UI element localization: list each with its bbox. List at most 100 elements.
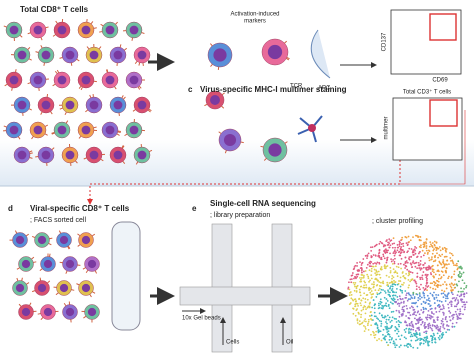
tsne-point	[364, 327, 367, 330]
tsne-point	[415, 285, 418, 288]
nucleus	[9, 25, 19, 35]
tsne-point	[447, 292, 450, 295]
tsne-point	[389, 335, 391, 338]
tsne-point	[422, 310, 425, 313]
tsne-point	[425, 279, 428, 282]
tsne-point	[429, 241, 432, 244]
tsne-point	[415, 336, 418, 339]
tsne-point	[385, 302, 387, 305]
tsne-point	[380, 320, 383, 323]
tsne-point	[370, 311, 372, 313]
receptor	[51, 132, 55, 135]
nucleus	[17, 100, 27, 110]
tsne-point	[403, 300, 405, 303]
tsne-point	[394, 346, 397, 349]
receptor	[98, 46, 102, 50]
tsne-point	[376, 317, 378, 320]
tsne-point	[383, 257, 386, 260]
tsne-point	[456, 284, 459, 287]
tsne-point	[436, 299, 439, 302]
tsne-point	[362, 297, 365, 300]
tsne-point	[378, 319, 381, 322]
receptor	[4, 83, 8, 87]
tsne-point	[419, 298, 421, 300]
receptor	[93, 126, 97, 129]
tsne-point	[434, 273, 437, 276]
tsne-point	[387, 241, 389, 244]
tsne-point	[429, 292, 432, 295]
tsne-point	[450, 276, 453, 279]
tsne-point	[384, 251, 387, 254]
tsne-point	[440, 300, 443, 303]
tsne-point	[418, 326, 420, 329]
receptor	[17, 136, 21, 140]
tsne-point	[420, 338, 423, 341]
tsne-point	[460, 293, 463, 296]
nucleus	[113, 50, 123, 60]
receptor	[31, 256, 35, 260]
tsne-point	[369, 246, 372, 249]
receptor	[149, 149, 153, 153]
tsne-point	[420, 296, 423, 299]
receptor	[78, 135, 82, 139]
tsne-point	[398, 243, 401, 246]
tsne-point	[395, 251, 397, 254]
tsne-point	[438, 254, 441, 256]
tsne-point	[410, 339, 413, 342]
tsne-point	[425, 332, 428, 335]
tsne-point	[441, 266, 444, 269]
tsne-point	[433, 334, 436, 337]
tsne-point	[392, 294, 395, 297]
tsne-point	[405, 304, 408, 307]
tsne-point	[360, 264, 363, 266]
tsne-point	[380, 256, 383, 259]
tsne-point	[420, 267, 422, 270]
receptor	[94, 270, 98, 274]
receptor	[85, 109, 89, 113]
nucleus	[81, 125, 91, 135]
tsne-point	[361, 274, 364, 276]
tsne-point	[394, 344, 396, 346]
tsne-point	[383, 316, 386, 319]
receptor	[3, 25, 7, 28]
receptor	[14, 230, 18, 234]
tsne-point	[405, 296, 408, 299]
tsne-point	[442, 305, 445, 308]
tsne-point	[401, 236, 404, 239]
tsne-point	[391, 337, 393, 339]
tsne-point	[355, 285, 358, 288]
tsne-point	[442, 274, 445, 277]
tsne-point	[434, 338, 437, 341]
tsne-point	[402, 283, 404, 286]
axis-label: CD69	[432, 78, 448, 84]
tsne-point	[427, 343, 429, 345]
receptor	[58, 230, 62, 234]
tsne-point	[426, 294, 429, 297]
tsne-point	[419, 278, 422, 281]
tsne-point	[442, 307, 445, 310]
tsne-point	[424, 262, 426, 265]
tsne-point	[414, 249, 416, 252]
tsne-point	[401, 272, 404, 274]
tsne-point	[449, 252, 451, 254]
nucleus	[65, 307, 75, 317]
tsne-point	[353, 298, 356, 301]
tsne-point	[418, 294, 421, 296]
tsne-point	[380, 339, 383, 342]
tsne-point	[358, 298, 360, 301]
tsne-point	[380, 322, 383, 325]
tsne-point	[434, 254, 437, 257]
tsne-point	[366, 273, 369, 276]
tsne-point	[398, 325, 401, 328]
receptor	[240, 141, 244, 144]
receptor	[89, 294, 92, 298]
tsne-point	[428, 340, 431, 343]
tsne-point	[378, 287, 381, 290]
tsne-point	[439, 262, 442, 265]
receptor	[135, 161, 139, 165]
tsne-point	[359, 302, 362, 305]
tsne-point	[416, 272, 419, 275]
nucleus	[213, 48, 227, 62]
nucleus	[129, 75, 139, 85]
tsne-point	[433, 240, 436, 243]
